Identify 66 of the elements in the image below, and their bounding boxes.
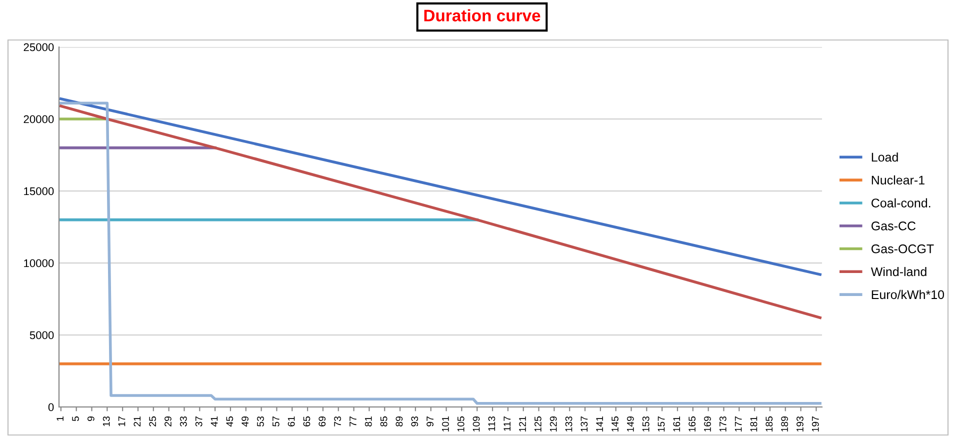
legend-label: Nuclear-1 [872, 175, 924, 185]
x-tick-label: 49 [242, 416, 249, 427]
x-tick-label: 145 [612, 416, 618, 432]
y-tick-label: 15000 [24, 187, 54, 196]
x-tick-label: 61 [288, 416, 295, 426]
x-tick-label: 85 [380, 416, 388, 426]
x-tick-label: 177 [734, 416, 742, 432]
x-tick-label: 25 [149, 416, 156, 426]
x-tick-label: 69 [318, 416, 326, 426]
x-tick-label: 17 [118, 416, 126, 426]
x-tick-label: 149 [626, 416, 634, 432]
legend-label: Wind-land [870, 266, 926, 276]
x-tick-label: 13 [102, 416, 110, 426]
legend-label: Euro/kWh*10 [872, 290, 944, 300]
x-tick-label: 169 [704, 416, 711, 432]
x-tick-label: 185 [766, 416, 773, 432]
y-tick-label: 20000 [24, 115, 54, 124]
legend-label: Gas-OCGT [872, 244, 934, 254]
x-tick-label: 121 [519, 416, 526, 432]
x-tick-label: 21 [134, 416, 141, 426]
x-tick-label: 125 [534, 416, 542, 432]
x-tick-label: 9 [87, 416, 94, 421]
x-tick-label: 29 [164, 416, 172, 426]
x-tick-label: 89 [396, 416, 403, 426]
x-tick-label: 197 [812, 416, 819, 432]
x-tick-label: 153 [642, 416, 650, 432]
x-tick-label: 73 [334, 416, 341, 426]
x-tick-label: 65 [303, 416, 310, 426]
x-tick-label: 93 [411, 416, 418, 426]
x-tick-label: 1 [56, 416, 64, 421]
x-tick-label: 117 [504, 416, 510, 431]
x-tick-label: 109 [472, 416, 480, 432]
x-tick-label: 189 [781, 416, 788, 432]
x-tick-label: 81 [364, 416, 372, 426]
x-tick-label: 113 [488, 416, 496, 431]
x-tick-label: 33 [180, 416, 187, 426]
x-tick-label: 137 [580, 416, 588, 432]
x-tick-label: 53 [257, 416, 264, 426]
x-tick-label: 181 [750, 416, 758, 432]
x-tick-label: 157 [658, 416, 665, 432]
x-tick-label: 101 [442, 416, 449, 432]
x-tick-label: 161 [673, 416, 680, 432]
x-tick-label: 45 [226, 416, 234, 427]
legend-label: Coal-cond. [872, 198, 930, 208]
x-tick-label: 5 [72, 416, 79, 422]
legend-label: Load [872, 152, 898, 162]
x-tick-label: 41 [210, 416, 218, 427]
x-tick-label: 97 [426, 416, 434, 426]
y-tick-label: 0 [48, 403, 54, 412]
x-tick-label: 105 [457, 416, 464, 432]
x-tick-label: 165 [688, 416, 696, 432]
x-tick-label: 141 [596, 416, 603, 432]
y-tick-label: 25000 [24, 43, 54, 52]
x-tick-label: 173 [719, 416, 726, 432]
x-tick-label: 133 [565, 416, 572, 432]
y-tick-label: 10000 [24, 259, 54, 268]
x-tick-label: 37 [195, 416, 202, 426]
x-tick-label: 57 [272, 416, 280, 426]
chart-title: Duration curve [424, 9, 540, 22]
line-series [60, 104, 822, 320]
x-tick-label: 129 [550, 416, 557, 432]
x-tick-label: 77 [350, 416, 356, 426]
y-tick-label: 5000 [30, 331, 54, 340]
x-tick-label: 193 [796, 416, 804, 432]
legend-label: Gas-CC [872, 222, 916, 230]
line-series [60, 102, 822, 405]
